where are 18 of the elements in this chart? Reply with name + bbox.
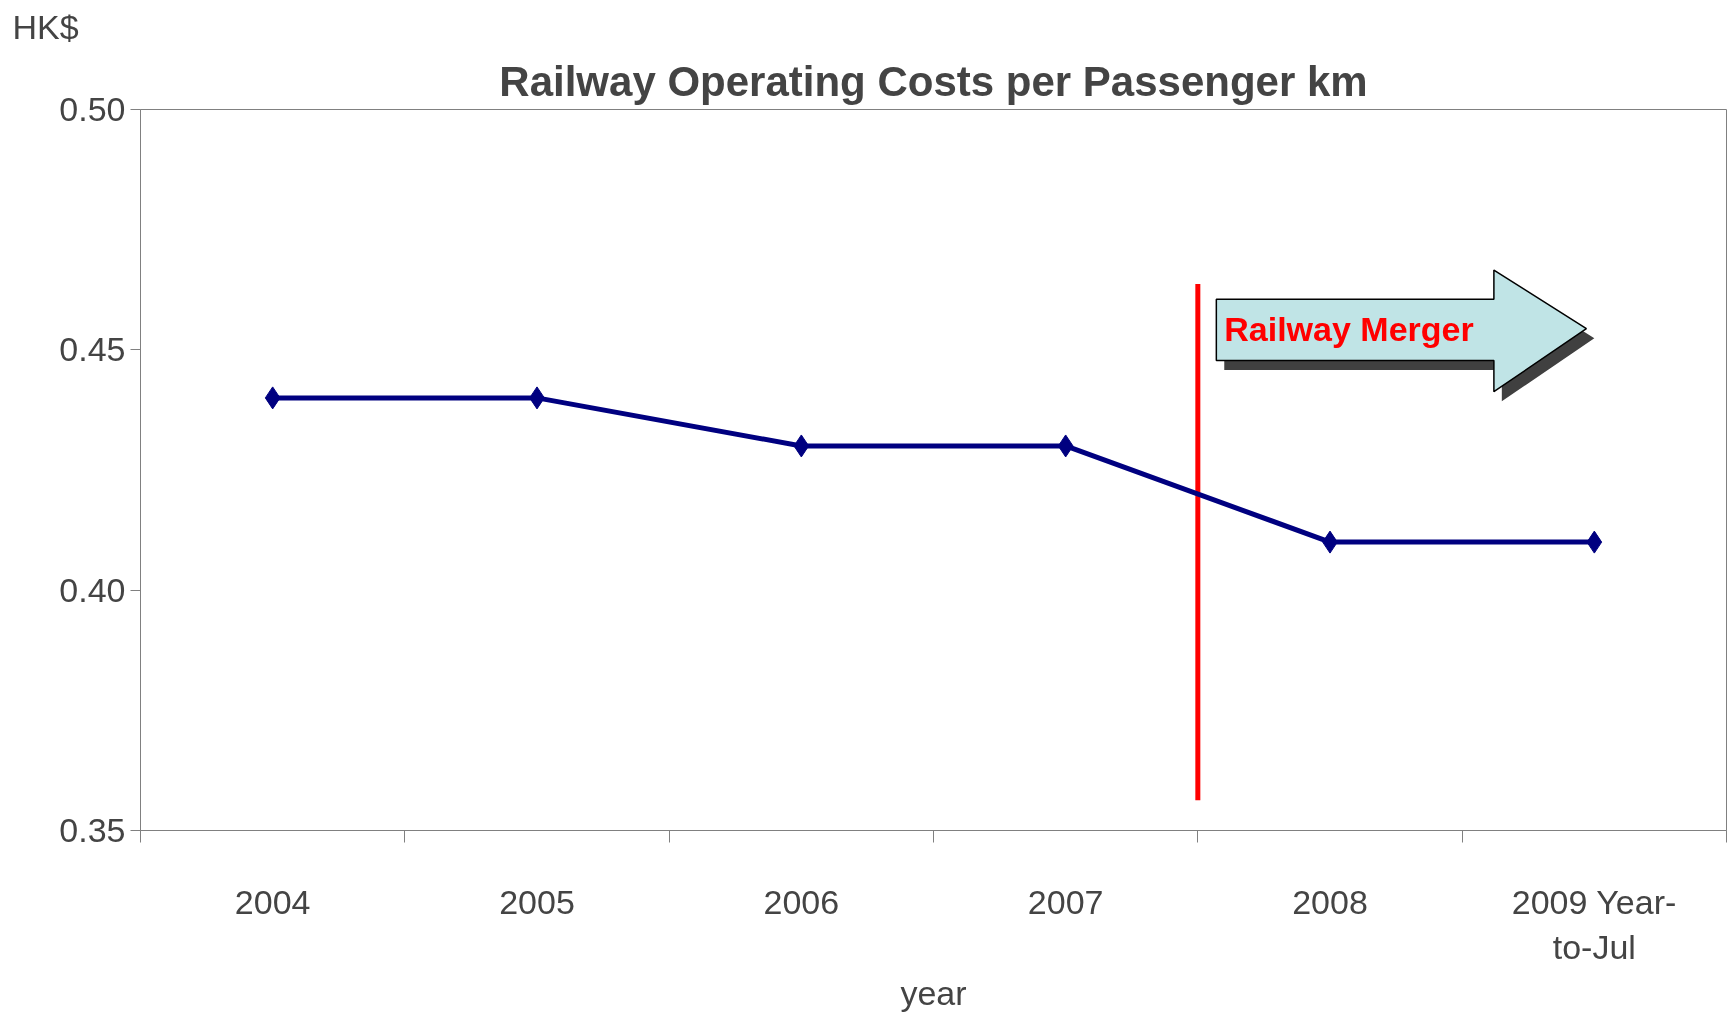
y-axis-title: HK$: [12, 7, 79, 46]
point: [793, 434, 810, 458]
y-tick-label: 0.40: [59, 570, 126, 609]
annotation: Railway Merger: [1224, 309, 1474, 348]
y-tick-label: 0.50: [59, 90, 126, 128]
chart-title: Railway Operating Costs per Passenger km: [499, 57, 1368, 105]
x-tick-label: 2004: [234, 882, 311, 921]
point: [1057, 434, 1074, 458]
x-axis-title: year: [900, 974, 967, 1013]
x-tick-label: 2005: [499, 882, 575, 921]
x-tick-label: 2007: [1027, 882, 1104, 921]
point: [264, 386, 281, 410]
point: [1586, 530, 1603, 554]
x-tick-label: 2009 Year-to-Jul: [1511, 882, 1677, 967]
y-tick-label: 0.35: [59, 811, 126, 849]
y-tick-label: 0.45: [59, 330, 126, 369]
x-tick-label: 2006: [763, 882, 840, 921]
x-tick-label: 2008: [1292, 882, 1368, 921]
